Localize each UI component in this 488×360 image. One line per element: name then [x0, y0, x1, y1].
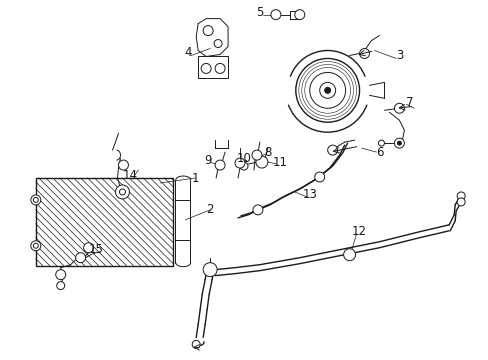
Circle shape [359, 49, 369, 58]
Text: 7: 7 [405, 96, 412, 109]
Circle shape [31, 195, 41, 205]
Bar [36, 178, 173, 266]
Polygon shape [36, 178, 173, 266]
Text: 14: 14 [122, 168, 138, 181]
Circle shape [57, 282, 64, 289]
Circle shape [203, 26, 213, 36]
Circle shape [456, 198, 464, 206]
Circle shape [31, 241, 41, 251]
Circle shape [235, 158, 244, 168]
Circle shape [115, 185, 129, 199]
Circle shape [83, 243, 93, 253]
Text: 15: 15 [89, 243, 104, 256]
Circle shape [327, 145, 337, 155]
Text: 1: 1 [191, 171, 199, 185]
Circle shape [294, 10, 304, 20]
Circle shape [215, 160, 224, 170]
Text: 3: 3 [395, 49, 402, 62]
Text: 9: 9 [204, 154, 211, 167]
Circle shape [203, 263, 217, 276]
Circle shape [251, 150, 262, 160]
Text: 8: 8 [264, 145, 271, 159]
Circle shape [270, 10, 280, 20]
Text: 13: 13 [302, 188, 317, 202]
Text: 5: 5 [256, 6, 263, 19]
Circle shape [214, 40, 222, 48]
Circle shape [192, 340, 200, 348]
Text: 6: 6 [375, 145, 383, 159]
Circle shape [215, 63, 224, 73]
Circle shape [240, 162, 247, 170]
Circle shape [252, 205, 263, 215]
Bar [198, 57, 227, 78]
Text: 11: 11 [272, 156, 287, 168]
Circle shape [201, 63, 211, 73]
Circle shape [56, 270, 65, 280]
Text: 12: 12 [351, 225, 366, 238]
Text: 10: 10 [236, 152, 251, 165]
Circle shape [319, 82, 335, 98]
Text: 4: 4 [184, 46, 192, 59]
Circle shape [378, 140, 384, 146]
Circle shape [324, 87, 330, 93]
Circle shape [456, 192, 464, 200]
Circle shape [397, 141, 401, 145]
Circle shape [394, 103, 404, 113]
Circle shape [314, 172, 324, 182]
Circle shape [343, 249, 355, 261]
Circle shape [76, 253, 85, 263]
Circle shape [118, 160, 128, 170]
Text: 2: 2 [206, 203, 213, 216]
Circle shape [255, 156, 267, 168]
Circle shape [394, 138, 404, 148]
